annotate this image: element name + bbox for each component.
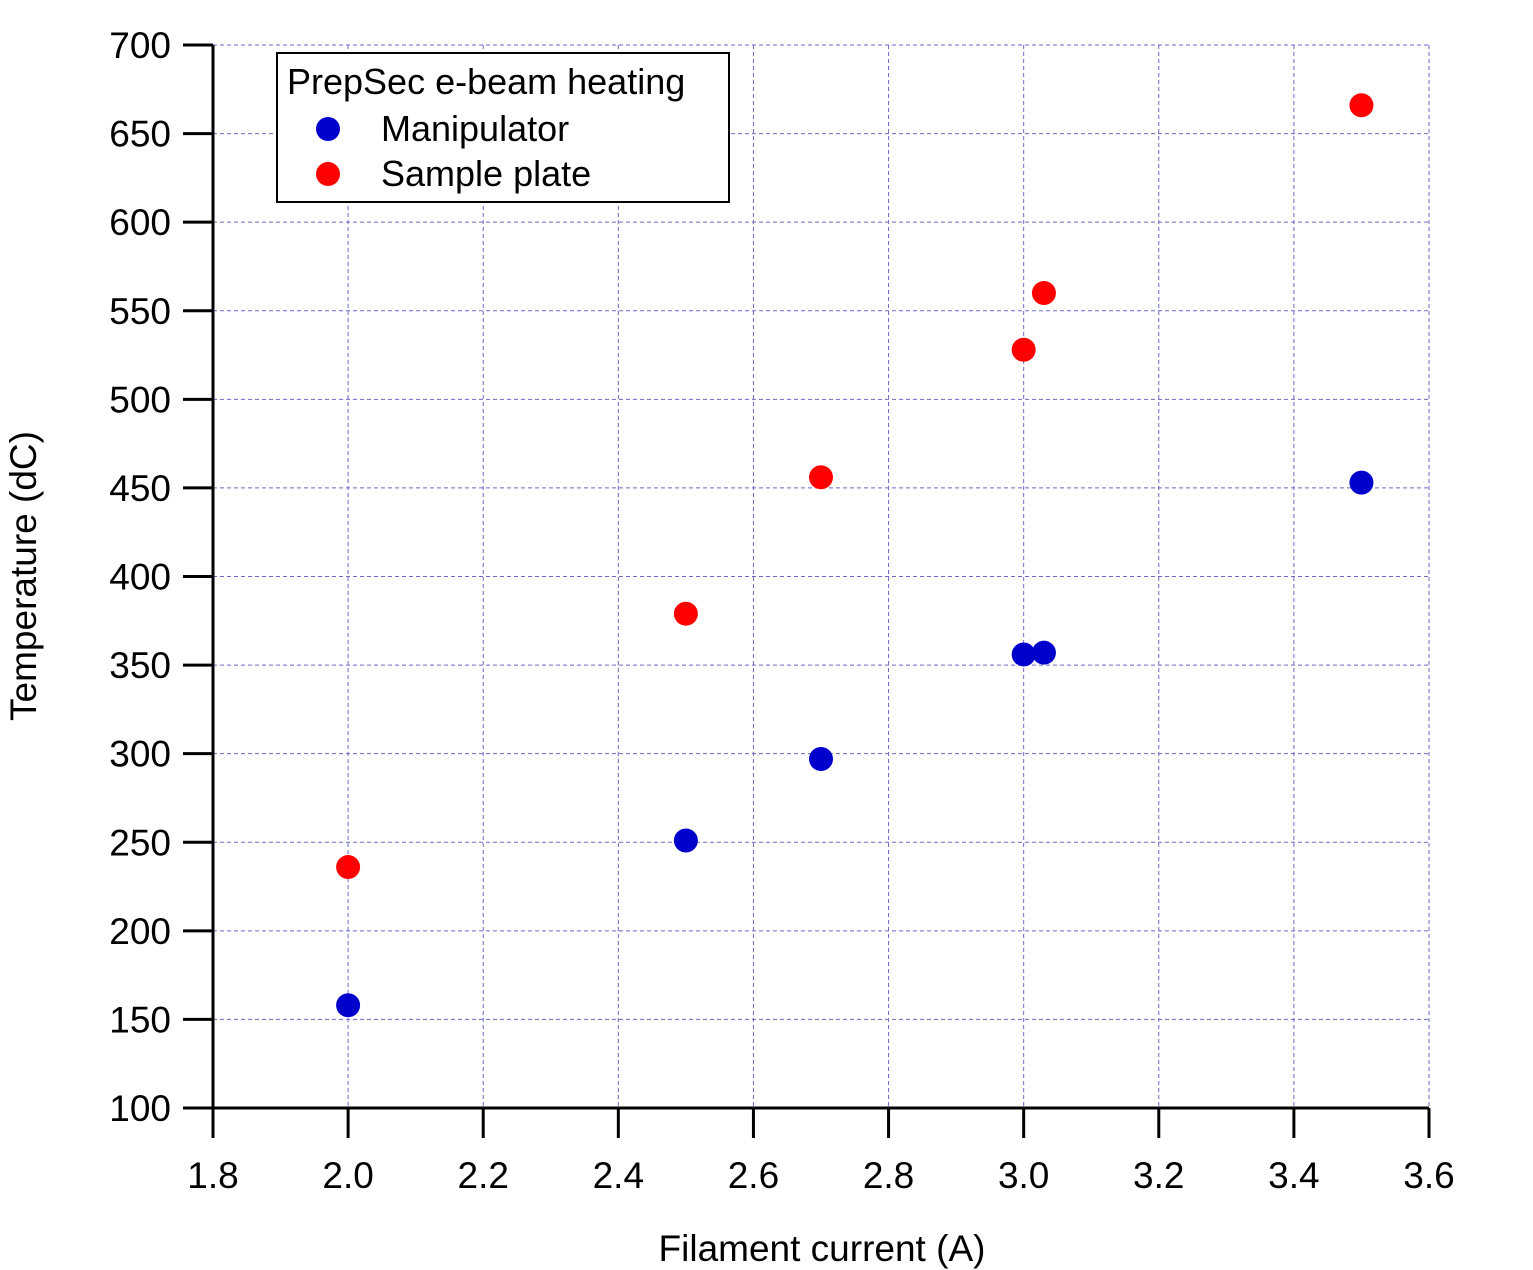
legend-title: PrepSec e-beam heating xyxy=(287,61,685,102)
x-tick-label: 3.0 xyxy=(998,1155,1049,1196)
data-point-sample-plate xyxy=(809,465,833,490)
x-tick-label: 3.6 xyxy=(1403,1155,1454,1196)
x-tick-label: 2.0 xyxy=(322,1155,373,1196)
y-tick-label: 300 xyxy=(109,734,171,775)
data-point-sample-plate xyxy=(673,601,698,626)
data-point-manipulator xyxy=(1349,470,1374,495)
y-tick-label: 550 xyxy=(109,291,171,332)
x-tick-label: 3.4 xyxy=(1268,1155,1319,1196)
y-tick-label: 100 xyxy=(109,1088,171,1129)
data-point-manipulator xyxy=(336,993,361,1018)
legend-label-manipulator: Manipulator xyxy=(381,108,569,149)
x-tick-label: 1.8 xyxy=(187,1155,238,1196)
data-point-sample-plate xyxy=(1031,281,1056,306)
y-tick-label: 400 xyxy=(109,557,171,598)
data-point-manipulator xyxy=(809,746,833,771)
x-tick-label: 2.8 xyxy=(863,1155,914,1196)
x-tick-label: 2.4 xyxy=(593,1155,644,1196)
y-tick-label: 650 xyxy=(109,114,171,155)
y-tick-label: 700 xyxy=(109,25,171,66)
y-tick-label: 200 xyxy=(109,911,171,952)
y-tick-label: 450 xyxy=(109,468,171,509)
legend-label-sample-plate: Sample plate xyxy=(381,153,591,194)
data-point-sample-plate xyxy=(1349,93,1374,118)
data-points xyxy=(336,93,1374,1018)
data-point-sample-plate xyxy=(1011,337,1036,362)
data-point-manipulator xyxy=(1031,640,1056,665)
data-point-sample-plate xyxy=(336,855,361,880)
y-tick-label: 500 xyxy=(109,379,171,420)
axes xyxy=(183,43,1431,1138)
y-tick-label: 250 xyxy=(109,822,171,863)
y-axis-title: Temperature (dC) xyxy=(3,431,44,721)
legend-marker-sample-plate xyxy=(316,162,340,186)
x-tick-label: 2.6 xyxy=(728,1155,779,1196)
x-axis-title: Filament current (A) xyxy=(659,1228,986,1269)
y-tick-label: 600 xyxy=(109,202,171,243)
grid-lines xyxy=(213,44,1430,1108)
data-point-manipulator xyxy=(673,828,698,853)
legend-marker-manipulator xyxy=(316,117,340,141)
legend: PrepSec e-beam heating Manipulator Sampl… xyxy=(276,52,730,203)
x-tick-label: 3.2 xyxy=(1133,1155,1184,1196)
y-tick-label: 150 xyxy=(109,999,171,1040)
x-tick-label: 2.2 xyxy=(458,1155,509,1196)
y-tick-label: 350 xyxy=(109,645,171,686)
tick-labels: 1.8 2.0 2.2 2.4 2.6 2.8 3.0 3.2 3.4 3.6 100 150 200 2… xyxy=(109,25,1454,1196)
legend-box xyxy=(276,52,730,203)
data-point-manipulator xyxy=(1011,642,1036,667)
